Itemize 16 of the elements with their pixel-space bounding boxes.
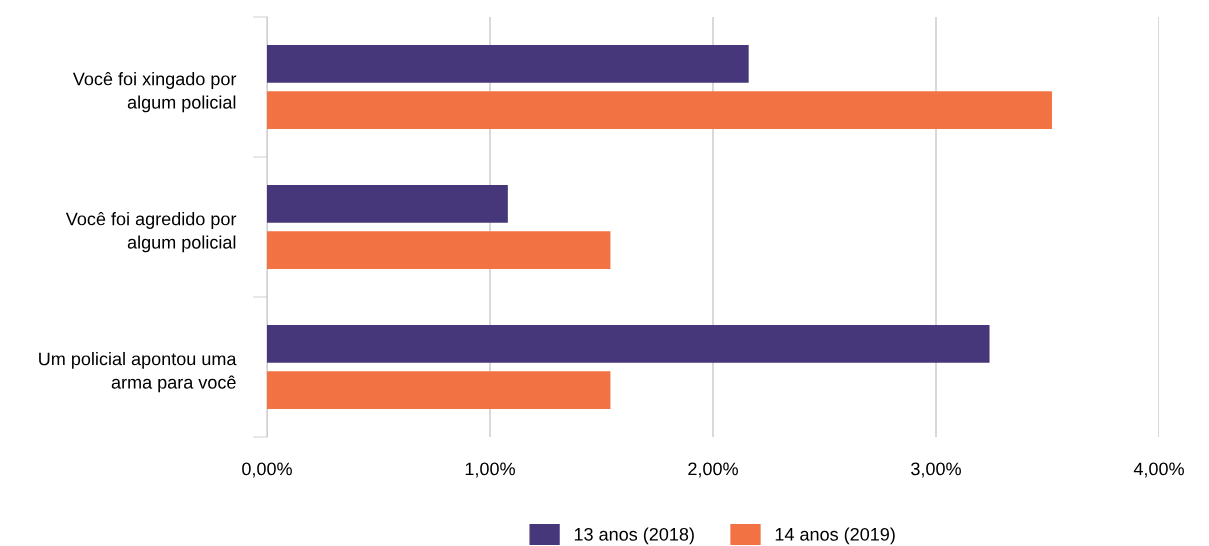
bar bbox=[267, 45, 749, 83]
x-tick-label: 0,00% bbox=[242, 462, 292, 478]
bar bbox=[267, 185, 508, 223]
x-tick-label: 3,00% bbox=[911, 462, 961, 478]
legend-label: 14 anos (2019) bbox=[775, 527, 895, 545]
x-tick-label: 1,00% bbox=[465, 462, 515, 478]
y-tick-label: Você foi xingado por algum policial bbox=[72, 72, 237, 113]
y-tick-label: Um policial apontou uma arma para você bbox=[39, 352, 237, 393]
bar bbox=[267, 231, 611, 269]
y-tick-label: Você foi agredido por algum policial bbox=[65, 212, 237, 253]
x-tick-label: 2,00% bbox=[688, 462, 738, 478]
bar bbox=[267, 91, 1052, 129]
legend-label: 13 anos (2018) bbox=[574, 527, 694, 545]
x-tick-label: 4,00% bbox=[1133, 462, 1184, 478]
bar bbox=[267, 325, 990, 363]
bar bbox=[267, 371, 611, 409]
